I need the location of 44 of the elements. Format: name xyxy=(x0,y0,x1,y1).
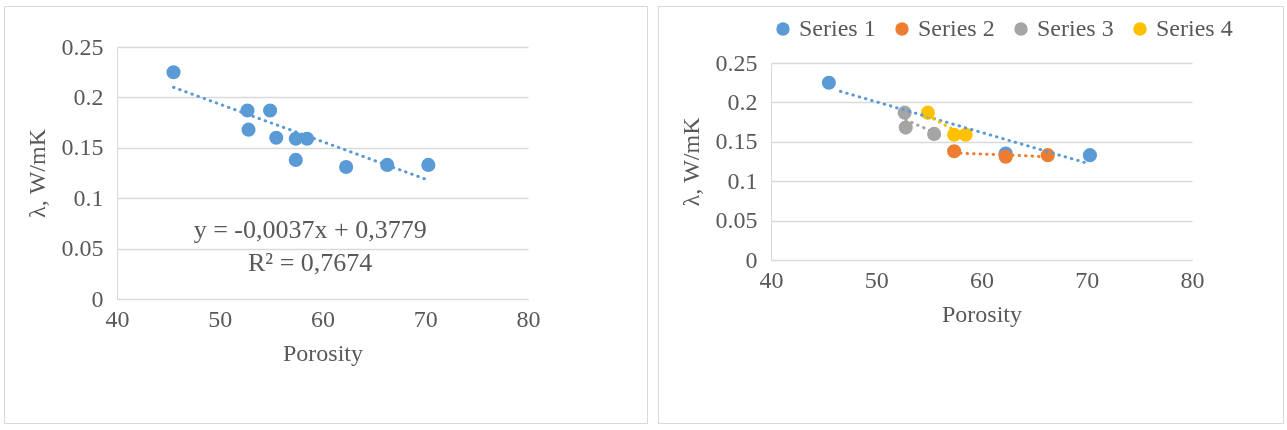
y-tick-label: 0.15 xyxy=(715,128,758,155)
y-tick-label: 0.25 xyxy=(61,33,104,60)
x-tick-label: 70 xyxy=(413,305,438,332)
legend-label: Series 3 xyxy=(1037,15,1114,41)
x-tick-label: 60 xyxy=(311,305,335,332)
y-tick-label: 0 xyxy=(91,285,104,312)
x-tick-label: 60 xyxy=(970,266,994,293)
y-tick-label: 0.2 xyxy=(73,83,104,110)
x-tick-label: 70 xyxy=(1075,266,1100,293)
y-tick-label: 0.05 xyxy=(715,207,758,234)
annotation: y = -0,0037x + 0,3779 xyxy=(193,214,427,244)
x-axis-title: Porosity xyxy=(282,339,364,366)
point xyxy=(339,159,354,175)
point xyxy=(821,75,836,90)
x-tick-label: 40 xyxy=(105,305,130,332)
y-tick-label: 0.1 xyxy=(727,167,758,194)
x-axis-title: Porosity xyxy=(941,300,1023,327)
y-tick-label: 0.2 xyxy=(727,88,758,115)
point xyxy=(898,120,913,135)
y-axis-title: λ, W/mK xyxy=(23,128,50,218)
y-tick-label: 0 xyxy=(745,246,758,273)
legend-label: Series 4 xyxy=(1156,15,1233,41)
annotation: R² = 0,7674 xyxy=(248,247,373,277)
x-tick-label: 80 xyxy=(1180,266,1205,293)
x-tick-label: 50 xyxy=(208,305,233,332)
y-tick-label: 0.1 xyxy=(73,184,104,211)
point xyxy=(166,65,181,80)
y-tick-label: 0.25 xyxy=(715,49,758,76)
y-tick-label: 0.15 xyxy=(61,134,104,161)
x-tick-label: 80 xyxy=(516,305,541,332)
point xyxy=(241,122,256,137)
legend-label: Series 1 xyxy=(799,15,876,41)
point xyxy=(421,157,436,172)
x-tick-label: 50 xyxy=(864,266,889,293)
point xyxy=(288,152,303,167)
point xyxy=(1082,148,1097,163)
legend-label: Series 2 xyxy=(918,15,995,41)
x-tick-label: 40 xyxy=(759,266,784,293)
y-axis-title: λ, W/mK xyxy=(677,116,704,207)
point xyxy=(927,126,942,141)
point xyxy=(947,144,962,159)
point xyxy=(263,103,278,118)
y-tick-label: 0.05 xyxy=(61,235,104,262)
point xyxy=(269,130,284,145)
